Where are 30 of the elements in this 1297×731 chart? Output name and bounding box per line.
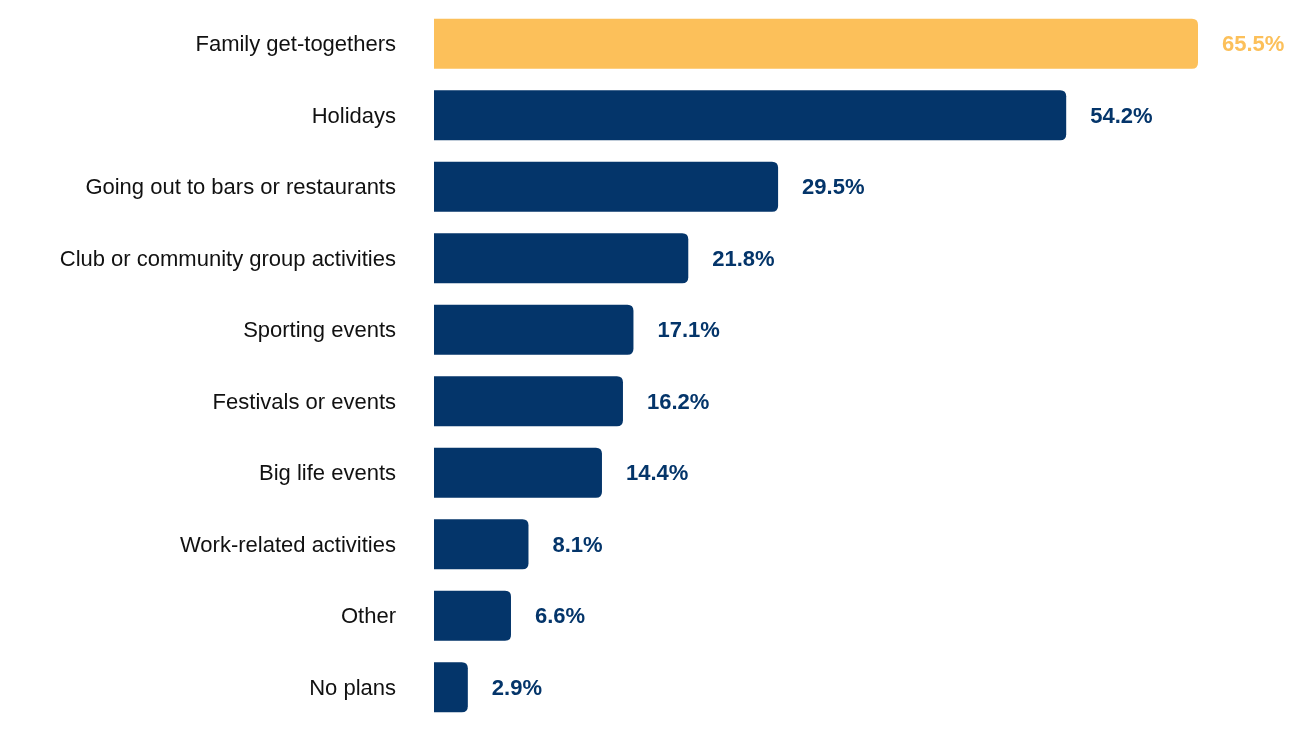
bar xyxy=(434,161,779,212)
data-label: 17.1% xyxy=(657,317,720,343)
y-tick-label: Festivals or events xyxy=(212,388,396,414)
bar xyxy=(434,233,689,284)
data-label: 14.4% xyxy=(625,460,689,486)
bar xyxy=(434,90,1067,141)
bar xyxy=(434,18,1198,69)
data-label: 21.8% xyxy=(712,245,775,271)
bar xyxy=(434,590,511,641)
data-label: 2.9% xyxy=(491,674,542,700)
bar xyxy=(434,304,634,355)
y-tick-label: No plans xyxy=(309,674,396,700)
y-tick-label: Family get-togethers xyxy=(195,31,396,57)
y-tick-label: Other xyxy=(340,603,396,629)
data-label: 8.1% xyxy=(552,531,603,557)
data-label: 16.2% xyxy=(646,388,710,414)
data-label: 54.2% xyxy=(1090,102,1153,128)
bar xyxy=(434,376,623,427)
y-tick-label: Big life events xyxy=(259,460,396,486)
bar xyxy=(434,662,468,713)
bar xyxy=(434,447,602,498)
y-tick-label: Sporting events xyxy=(243,317,396,343)
bar xyxy=(434,519,529,570)
data-label: 6.6% xyxy=(534,603,586,629)
y-tick-label: Holidays xyxy=(311,102,396,128)
data-label: 29.5% xyxy=(802,174,865,200)
data-label: 65.5% xyxy=(1222,31,1285,57)
y-tick-label: Work-related activities xyxy=(180,531,396,557)
y-tick-label: Going out to bars or restaurants xyxy=(85,174,396,200)
y-tick-label: Club or community group activities xyxy=(59,245,396,271)
